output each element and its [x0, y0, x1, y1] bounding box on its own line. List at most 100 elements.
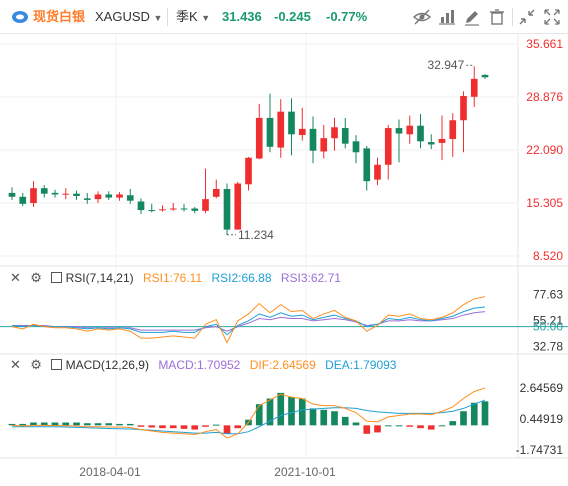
- collapse-icon[interactable]: [517, 7, 537, 27]
- candle-body: [449, 120, 457, 139]
- rsi3-value: RSI3:62.71: [280, 271, 341, 285]
- candle-body: [116, 194, 123, 198]
- macd-histogram-bar: [202, 425, 209, 427]
- macd-histogram-bar: [234, 425, 242, 429]
- macd-histogram-bar: [363, 425, 371, 434]
- candle-body: [363, 148, 371, 182]
- macd-histogram-bar: [352, 422, 360, 426]
- dif-line: [11, 387, 486, 439]
- candle-body: [83, 198, 91, 200]
- macd-histogram-bar: [148, 425, 156, 428]
- candle-body: [331, 127, 338, 139]
- logo-icon: [10, 0, 30, 34]
- macd-histogram-bar: [460, 411, 467, 426]
- macd-histogram-bar: [309, 408, 317, 426]
- candle-body: [202, 199, 209, 211]
- rsi-name[interactable]: RSI(7,14,21): [65, 271, 134, 285]
- rsi-tick-label: 77.63: [533, 288, 563, 302]
- eye-slash-icon[interactable]: [412, 7, 432, 27]
- period-label: 季K: [176, 9, 198, 24]
- low-price-label: 11.234: [238, 228, 274, 242]
- rsi-pane: [0, 296, 568, 344]
- indicator-switch-icon[interactable]: [51, 359, 63, 370]
- fullscreen-icon[interactable]: [542, 7, 562, 27]
- macd-tick-label: -1.74731: [516, 443, 564, 457]
- dea-value: DEA:1.79093: [325, 358, 397, 372]
- macd-histogram-bar: [19, 423, 27, 426]
- macd-histogram-bar: [374, 425, 381, 433]
- macd-histogram-bar: [116, 423, 123, 426]
- candle-body: [288, 111, 295, 135]
- macd-histogram-bar: [417, 425, 424, 429]
- rsi-header: ✕ ⚙ RSI(7,14,21) RSI1:76.11 RSI2:66.88 R…: [10, 268, 341, 288]
- gear-icon[interactable]: ⚙: [30, 357, 42, 372]
- candle-body: [223, 188, 231, 230]
- candle-body: [374, 164, 381, 180]
- candle-body: [180, 208, 188, 210]
- macd-histogram-bar: [427, 425, 435, 430]
- symbol-label: XAGUSD: [95, 9, 150, 24]
- macd-histogram-bar: [30, 422, 37, 426]
- macd-histogram-bar: [255, 404, 263, 426]
- period-selector[interactable]: 季K ▼: [176, 0, 210, 34]
- macd-value: MACD:1.70952: [158, 358, 241, 372]
- close-icon[interactable]: ✕: [10, 270, 21, 285]
- macd-histogram-bar: [94, 423, 102, 426]
- price-tick-label: 28.876: [526, 90, 563, 104]
- symbol-selector[interactable]: XAGUSD ▼: [95, 0, 162, 34]
- candle-body: [191, 208, 199, 211]
- candle-body: [277, 111, 285, 148]
- gear-icon[interactable]: ⚙: [30, 270, 42, 285]
- candle-body: [234, 183, 242, 230]
- instrument-name[interactable]: 现货白银: [33, 9, 86, 24]
- candlestick-chart[interactable]: 32.947 11.234 35.661 28.876 22.090 15.305 8.5…: [0, 34, 568, 486]
- macd-histogram-bar: [481, 401, 489, 426]
- dea-line: [12, 399, 486, 435]
- candle-body: [212, 188, 220, 197]
- bar-chart-icon[interactable]: [437, 7, 457, 27]
- candle-body: [245, 157, 252, 185]
- candle-body: [298, 128, 306, 136]
- divider: [167, 8, 168, 26]
- pencil-icon[interactable]: [462, 7, 482, 27]
- candle-body: [30, 188, 37, 204]
- candle-body: [470, 78, 478, 97]
- last-price: 31.436: [222, 9, 262, 24]
- macd-histogram-bar: [105, 423, 113, 426]
- macd-histogram-bar: [73, 422, 80, 426]
- macd-histogram-bar: [212, 424, 220, 426]
- rsi1-line: [11, 296, 486, 344]
- time-tick-label: 2021-10-01: [274, 465, 336, 479]
- rsi-tick-label: 55.21: [533, 314, 563, 328]
- candle-body: [94, 194, 102, 200]
- candle-body: [137, 201, 145, 211]
- candle-body: [320, 138, 328, 152]
- macd-histogram-bar: [277, 392, 285, 426]
- macd-histogram-bar: [159, 425, 166, 429]
- candle-body: [341, 128, 349, 144]
- macd-histogram-bar: [384, 425, 392, 427]
- dif-value: DIF:2.64569: [249, 358, 316, 372]
- price-tick-label: 15.305: [526, 196, 563, 210]
- price-pane: 32.947 11.234: [8, 58, 489, 242]
- candle-body: [438, 138, 446, 143]
- delete-icon[interactable]: [487, 7, 507, 27]
- candle-body: [159, 209, 166, 211]
- macd-name[interactable]: MACD(12,26,9): [65, 358, 149, 372]
- candle-body: [395, 128, 403, 134]
- candle-body: [19, 196, 27, 204]
- macd-tick-label: 2.64569: [520, 381, 564, 395]
- macd-histogram-bar: [62, 422, 70, 426]
- divider: [512, 8, 513, 26]
- indicator-switch-icon[interactable]: [51, 272, 63, 283]
- candle-body: [255, 117, 263, 159]
- macd-pane: [8, 387, 489, 439]
- rsi3-line: [12, 311, 486, 332]
- macd-histogram-bar: [341, 416, 349, 426]
- macd-histogram-bar: [395, 425, 403, 427]
- close-icon[interactable]: ✕: [10, 357, 21, 372]
- macd-histogram-bar: [406, 425, 414, 427]
- rsi1-value: RSI1:76.11: [142, 271, 203, 285]
- high-price-label: 32.947: [428, 58, 465, 72]
- price-tick-label: 35.661: [526, 37, 563, 51]
